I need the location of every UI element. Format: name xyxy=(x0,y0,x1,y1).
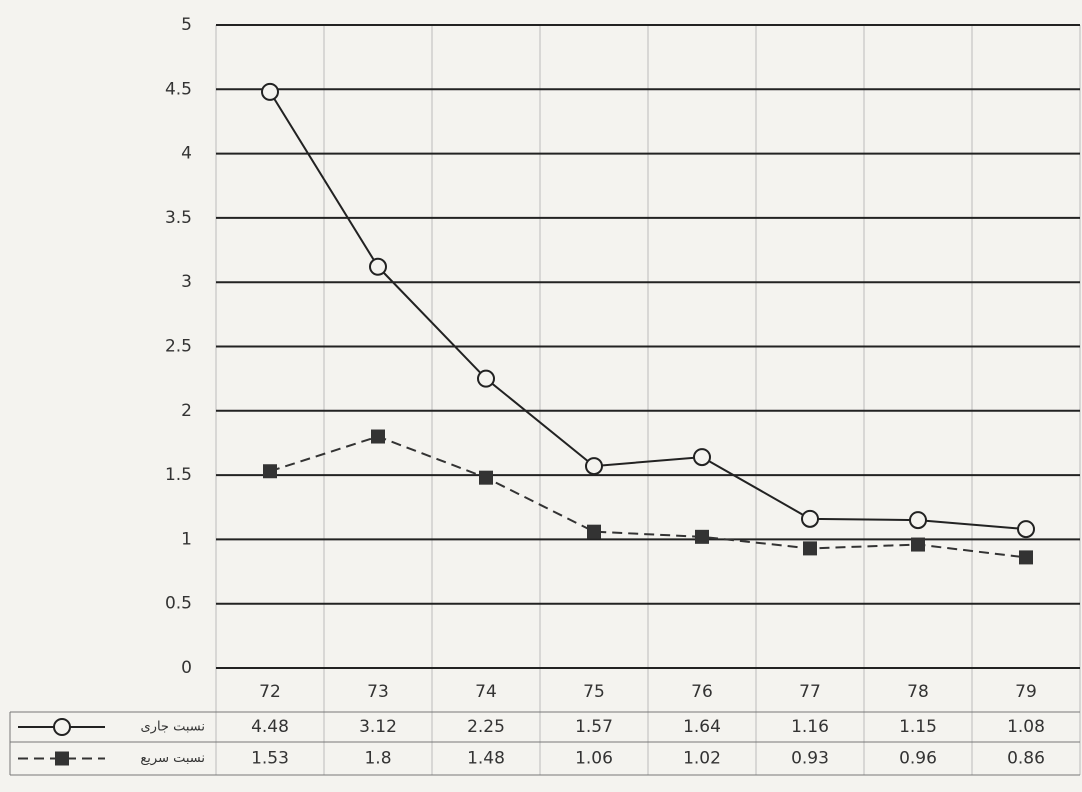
y-tick-label: 1 xyxy=(181,529,192,549)
table-value: 1.53 xyxy=(251,749,289,769)
point xyxy=(909,511,927,530)
point xyxy=(261,82,279,101)
y-tick-label: 3.5 xyxy=(165,208,192,228)
table-value: 1.06 xyxy=(575,749,613,769)
legend-marker xyxy=(55,751,69,766)
y-tick-label: 2.5 xyxy=(165,337,192,357)
table-value: 1.15 xyxy=(899,717,937,737)
x-tick-label: 72 xyxy=(259,682,281,702)
table-value: 0.96 xyxy=(899,749,937,769)
point xyxy=(803,541,817,556)
y-tick-label: 4 xyxy=(181,144,192,164)
x-tick-label: 76 xyxy=(691,682,713,702)
table-value: 1.48 xyxy=(467,749,505,769)
y-tick-label: 1.5 xyxy=(165,465,192,485)
table-value: 2.25 xyxy=(467,717,505,737)
point xyxy=(587,524,601,539)
x-tick-label: 77 xyxy=(799,682,821,702)
y-tick-label: 3 xyxy=(181,272,192,292)
point xyxy=(369,257,387,276)
table-value: 1.57 xyxy=(575,717,613,737)
y-tick-label: 2 xyxy=(181,401,192,421)
y-tick-label: 0.5 xyxy=(165,594,192,614)
table-value: 1.08 xyxy=(1007,717,1045,737)
series-line xyxy=(269,91,1027,531)
point xyxy=(585,457,603,476)
point xyxy=(801,509,819,528)
x-tick-label: 75 xyxy=(583,682,605,702)
x-tick-label: 73 xyxy=(367,682,389,702)
table-value: 1.02 xyxy=(683,749,721,769)
point xyxy=(477,369,495,388)
x-tick-label: 74 xyxy=(475,682,497,702)
table-value: 3.12 xyxy=(359,717,397,737)
point xyxy=(1017,520,1035,539)
point xyxy=(695,529,709,544)
table-value: 0.86 xyxy=(1007,749,1045,769)
legend-label: نسبت سریع xyxy=(140,751,205,766)
y-tick-label: 0 xyxy=(181,658,192,678)
series-line xyxy=(269,435,1027,559)
point xyxy=(1019,550,1033,565)
point xyxy=(479,470,493,485)
point xyxy=(911,537,925,552)
table-value: 4.48 xyxy=(251,717,289,737)
y-tick-label: 5 xyxy=(181,15,192,35)
y-tick-label: 4.5 xyxy=(165,79,192,99)
point xyxy=(693,448,711,467)
x-tick-label: 78 xyxy=(907,682,929,702)
point xyxy=(371,429,385,444)
legend-marker xyxy=(53,718,71,736)
point xyxy=(263,464,277,479)
table-value: 0.93 xyxy=(791,749,829,769)
table-value: 1.64 xyxy=(683,717,721,737)
table-value: 1.8 xyxy=(364,749,391,769)
table-value: 1.16 xyxy=(791,717,829,737)
legend-label: نسبت جاری xyxy=(141,720,206,735)
x-tick-label: 79 xyxy=(1015,682,1037,702)
